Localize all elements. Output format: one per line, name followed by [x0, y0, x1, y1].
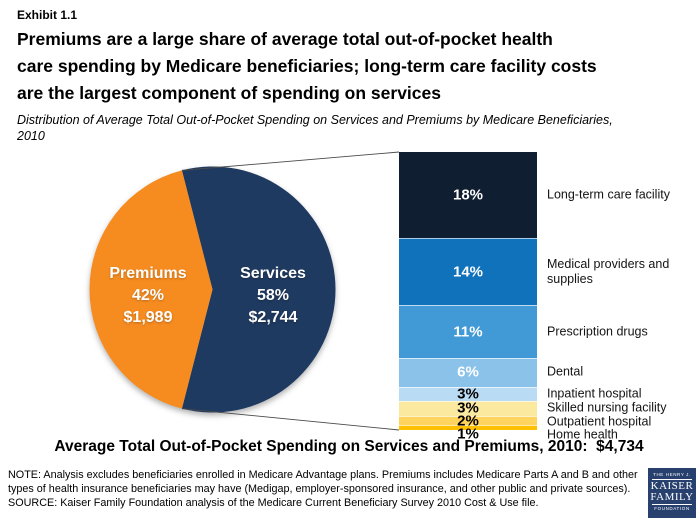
callout-line [181, 408, 400, 431]
bar-percent-label: 2% [457, 412, 479, 430]
total-spending-line: Average Total Out-of-Pocket Spending on … [54, 438, 644, 455]
bar-segment [399, 401, 537, 416]
pie-label-line: 58% [256, 287, 290, 304]
logo-rule-top [652, 479, 692, 480]
subtitle-line-2: 2010 [17, 129, 45, 143]
page-title: Premiums are a large share of average to… [17, 26, 689, 107]
bar-segment [399, 238, 537, 306]
bar-category-label: Inpatient hospital [547, 386, 642, 401]
bar-segment [399, 415, 537, 426]
exhibit-label: Exhibit 1.1 [17, 8, 78, 22]
bar-segment [399, 305, 537, 359]
bar-segment [399, 358, 537, 387]
bar-segment [399, 152, 537, 239]
logo-line-4: FOUNDATION [654, 506, 690, 511]
subtitle-line-1: Distribution of Average Total Out-of-Poc… [17, 113, 613, 127]
note-source-text: NOTE: Analysis excludes beneficiaries en… [8, 468, 644, 510]
title-line-2: care spending by Medicare beneficiaries;… [17, 56, 597, 76]
logo-line-3: FAMILY [650, 491, 694, 503]
bar-percent-label: 3% [457, 385, 479, 403]
bar-category-label: Home health [547, 427, 618, 442]
title-line-1: Premiums are a large share of average to… [17, 29, 553, 49]
bar-category-label: Outpatient hospital [547, 414, 652, 429]
bar-percent-label: 1% [457, 425, 479, 443]
pie-label-line: $2,744 [248, 309, 298, 326]
callout-line [181, 151, 400, 171]
bar-category-label: Dental [547, 364, 584, 379]
services-breakdown-bar [399, 152, 537, 430]
kaiser-family-foundation-logo: THE HENRY J. KAISER FAMILY FOUNDATION [648, 468, 696, 518]
pie-label-line: 42% [131, 287, 165, 304]
bar-percent-label: 18% [452, 186, 484, 204]
pie-label-line: Services [240, 265, 306, 282]
note-line-2: types of health insurance beneficiaries … [8, 483, 631, 495]
title-line-3: are the largest component of spending on… [17, 83, 441, 103]
pie-slice-services [181, 166, 336, 413]
logo-rule-bottom [652, 504, 692, 505]
source-line: SOURCE: Kaiser Family Foundation analysi… [8, 497, 539, 509]
bar-category-label: Prescription drugs [547, 324, 648, 339]
bar-percent-label: 11% [453, 323, 483, 341]
pie-label-line: Premiums [109, 265, 187, 282]
chart-subtitle: Distribution of Average Total Out-of-Poc… [17, 112, 689, 144]
bar-category-label: Medical providers and supplies [547, 256, 670, 286]
logo-line-1: THE HENRY J. [653, 472, 691, 477]
bar-percent-label: 6% [457, 363, 479, 381]
bar-segment [399, 425, 537, 430]
bar-percent-label: 3% [457, 399, 479, 417]
pie-label-services: Services 58% $2,744 [208, 263, 338, 329]
bar-category-label: Skilled nursing facility [547, 400, 667, 415]
note-line-1: NOTE: Analysis excludes beneficiaries en… [8, 469, 638, 481]
pie-slice-premiums [89, 170, 213, 409]
bar-percent-label: 14% [452, 263, 484, 281]
pie-label-line: $1,989 [123, 309, 173, 326]
logo-line-2: KAISER [650, 480, 694, 492]
bar-segment [399, 386, 537, 402]
bar-category-label: Long-term care facility [547, 187, 670, 202]
pie-label-premiums: Premiums 42% $1,989 [83, 263, 213, 329]
